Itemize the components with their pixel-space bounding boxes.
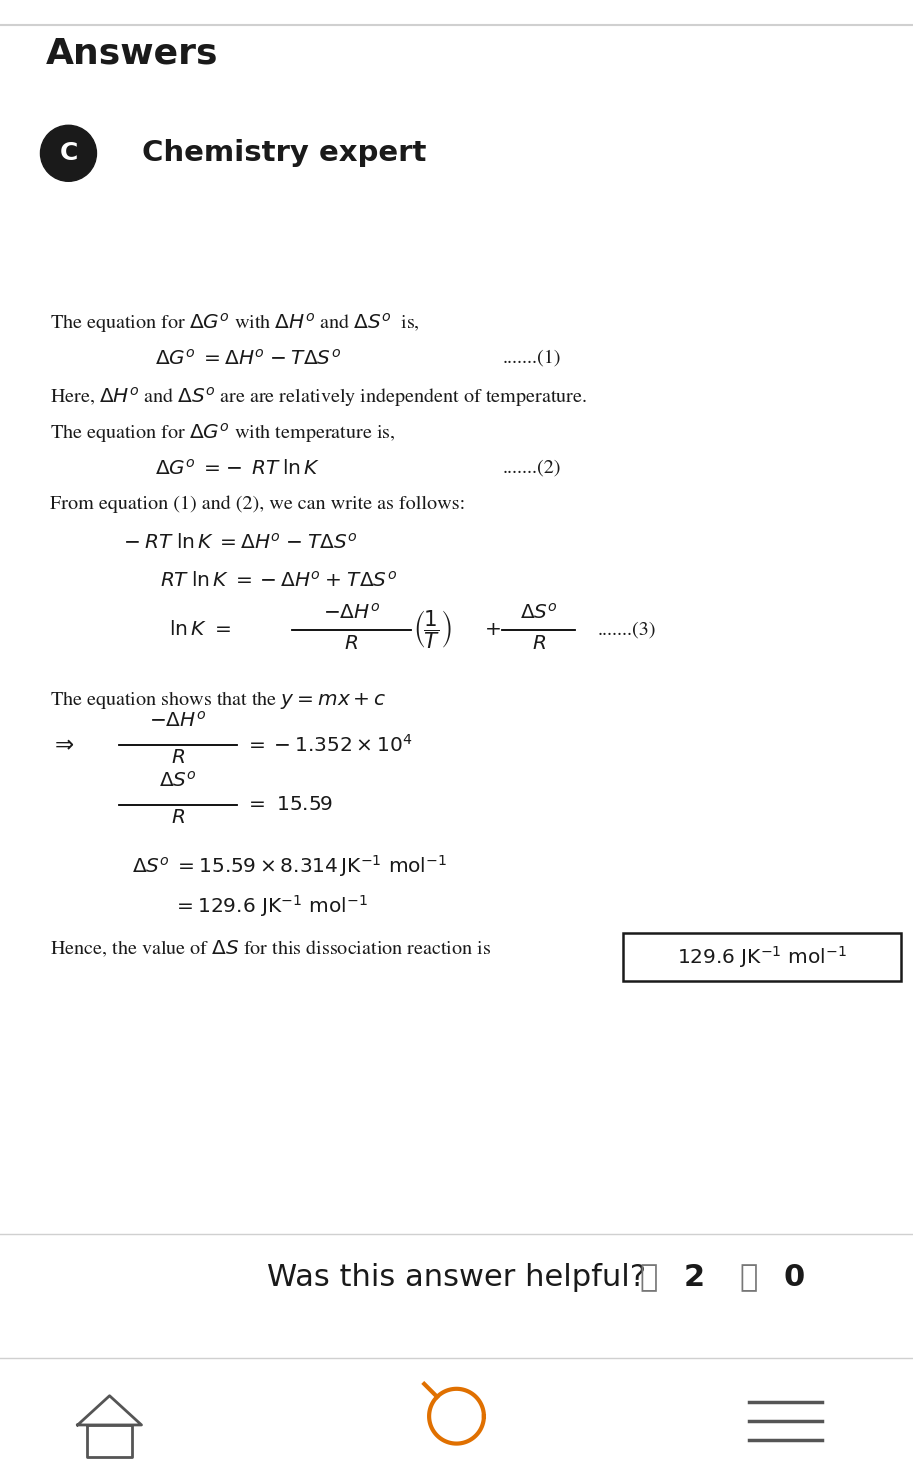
Text: $\!\!\left(\dfrac{1}{T}\right)$: $\!\!\left(\dfrac{1}{T}\right)$ <box>415 609 452 651</box>
Text: $\Delta S^{o}$: $\Delta S^{o}$ <box>519 603 558 623</box>
Text: $\Delta S^{o}$ $= 15.59 \times 8.314\,\mathrm{JK}^{-1}\ \mathrm{mol}^{-1}$: $\Delta S^{o}$ $= 15.59 \times 8.314\,\m… <box>132 853 447 879</box>
Text: Was this answer helpful?: Was this answer helpful? <box>267 1263 646 1292</box>
Text: $-\Delta H^{o}$: $-\Delta H^{o}$ <box>323 603 380 623</box>
Text: C: C <box>59 142 78 165</box>
Text: $RT$ $\ln K$ $=-\Delta H^{o}$ $+$ $T\Delta S^{o}$: $RT$ $\ln K$ $=-\Delta H^{o}$ $+$ $T\Del… <box>160 571 397 591</box>
Text: 👎: 👎 <box>740 1263 758 1292</box>
Text: $R$: $R$ <box>344 635 359 654</box>
Text: Chemistry expert: Chemistry expert <box>142 139 425 168</box>
Text: .......(1): .......(1) <box>502 349 561 366</box>
Text: 0: 0 <box>783 1263 805 1292</box>
Text: $= 129.6\ \mathrm{JK}^{-1}\ \mathrm{mol}^{-1}$: $= 129.6\ \mathrm{JK}^{-1}\ \mathrm{mol}… <box>173 894 368 918</box>
Text: $R$: $R$ <box>171 809 185 828</box>
Polygon shape <box>78 1396 142 1425</box>
FancyBboxPatch shape <box>624 933 901 981</box>
Text: The equation shows that the $y = mx +c$: The equation shows that the $y = mx +c$ <box>50 689 387 711</box>
Polygon shape <box>87 1425 132 1457</box>
Text: The equation for $\Delta G^{o}$ with $\Delta H^{o}$ and $\Delta S^{o}$  is,: The equation for $\Delta G^{o}$ with $\D… <box>50 311 420 334</box>
Text: $R$: $R$ <box>531 635 546 654</box>
Text: $\Delta S^{o}$: $\Delta S^{o}$ <box>159 771 197 791</box>
Text: $\Delta G^{o}$ $=\!-$ $RT$ $\ln K$: $\Delta G^{o}$ $=\!-$ $RT$ $\ln K$ <box>155 458 320 479</box>
Text: $= -1.352 \times 10^{4}$: $= -1.352 \times 10^{4}$ <box>245 734 413 756</box>
Text: Hence, the value of $\Delta S$ for this dissociation reaction is: Hence, the value of $\Delta S$ for this … <box>50 939 491 959</box>
Text: $\Rightarrow$: $\Rightarrow$ <box>50 734 75 756</box>
Text: $\ln K\ =$: $\ln K\ =$ <box>169 620 231 639</box>
Text: $-$ $RT$ $\ln K$ $=\Delta H^{o}$ $-$ $T\Delta S^{o}$: $-$ $RT$ $\ln K$ $=\Delta H^{o}$ $-$ $T\… <box>123 533 358 553</box>
Text: .......(2): .......(2) <box>502 458 561 476</box>
Text: 👍: 👍 <box>639 1263 657 1292</box>
Text: $129.6\ \mathrm{JK}^{-1}\ \mathrm{mol}^{-1}$: $129.6\ \mathrm{JK}^{-1}\ \mathrm{mol}^{… <box>677 945 847 969</box>
Text: Here, $\Delta H^{o}$ and $\Delta S^{o}$ are are relatively independent of temper: Here, $\Delta H^{o}$ and $\Delta S^{o}$ … <box>50 385 587 409</box>
Circle shape <box>40 126 97 181</box>
Text: $-\Delta H^{o}$: $-\Delta H^{o}$ <box>150 711 206 731</box>
Text: $=\ 15.59$: $=\ 15.59$ <box>245 796 333 815</box>
Text: The equation for $\Delta G^{o}$ with temperature is,: The equation for $\Delta G^{o}$ with tem… <box>50 420 395 445</box>
Text: 2: 2 <box>683 1263 705 1292</box>
Text: .......(3): .......(3) <box>598 622 656 638</box>
Text: $+$: $+$ <box>484 622 500 638</box>
Text: Answers: Answers <box>46 36 218 70</box>
Text: $\Delta G^{o}$ $=\Delta H^{o}$ $-$ $T\Delta S^{o}$: $\Delta G^{o}$ $=\Delta H^{o}$ $-$ $T\De… <box>155 349 341 369</box>
Text: From equation (1) and (2), we can write as follows:: From equation (1) and (2), we can write … <box>50 495 466 512</box>
Text: $R$: $R$ <box>171 749 185 768</box>
